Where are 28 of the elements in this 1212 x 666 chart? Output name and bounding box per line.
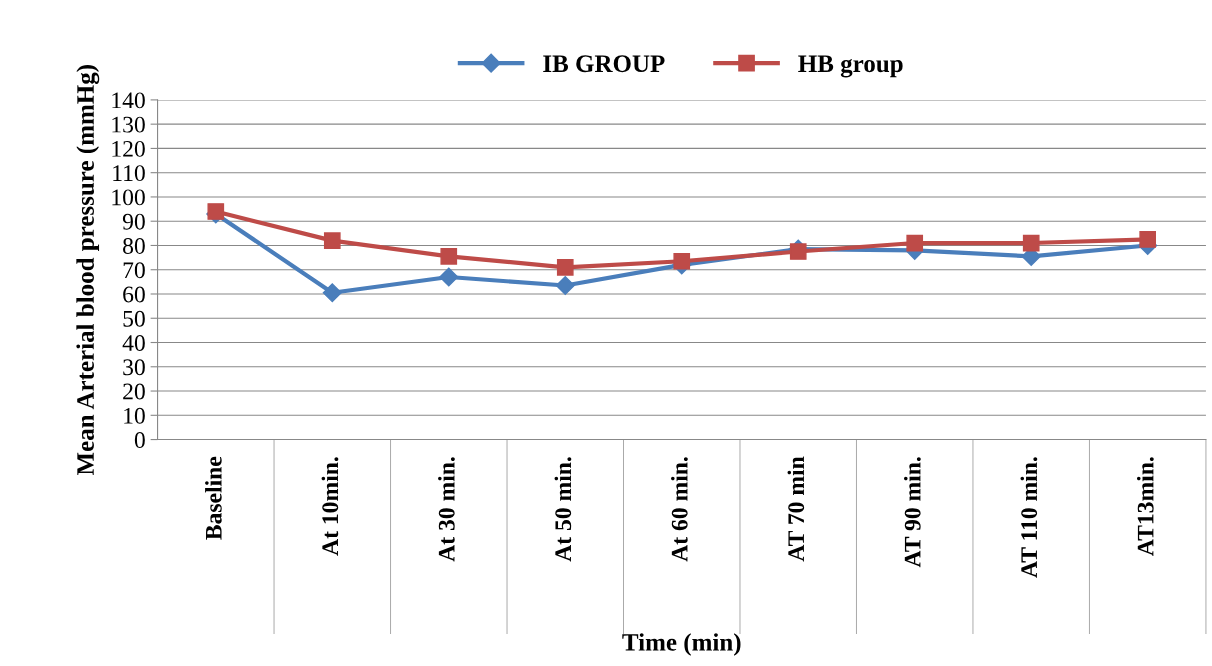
y-tick-label: 140 xyxy=(112,92,145,109)
y-tick-label: 10 xyxy=(124,407,145,424)
x-tick-label: At 60 min. xyxy=(671,457,688,562)
x-tick-label: AT13min. xyxy=(1136,457,1154,556)
y-tick-label: 60 xyxy=(123,286,145,303)
x-axis-title: Time (min) xyxy=(622,633,741,656)
y-tick-label: 70 xyxy=(123,262,145,279)
x-tick-label: At 30 min. xyxy=(438,457,455,562)
y-tick-label: 30 xyxy=(123,359,145,376)
x-tick-label: AT 110 min. xyxy=(1020,457,1038,578)
y-tick-label: 0 xyxy=(134,432,145,448)
y-tick-label: 50 xyxy=(123,310,145,327)
y-axis-title: Mean Arterial blood pressure (mmHg) xyxy=(76,65,100,476)
y-tick-label: 120 xyxy=(112,140,145,157)
x-tick-label: AT 90 min. xyxy=(904,457,921,568)
legend-label: IB GROUP xyxy=(543,55,665,73)
x-tick-label: At 50 min. xyxy=(554,457,572,562)
x-tick-label: AT 70 min xyxy=(787,456,805,562)
x-tick-label: At 10min. xyxy=(321,457,339,556)
y-tick-label: 110 xyxy=(113,165,145,182)
y-tick-label: 40 xyxy=(122,335,145,351)
y-tick-label: 90 xyxy=(122,213,145,230)
y-tick-label: 100 xyxy=(112,189,145,206)
y-tick-label: 80 xyxy=(123,237,145,254)
legend-label: HB group xyxy=(798,55,903,78)
x-tick-label: Baseline xyxy=(205,456,222,540)
y-tick-label: 20 xyxy=(123,383,145,400)
y-tick-label: 130 xyxy=(112,116,145,133)
